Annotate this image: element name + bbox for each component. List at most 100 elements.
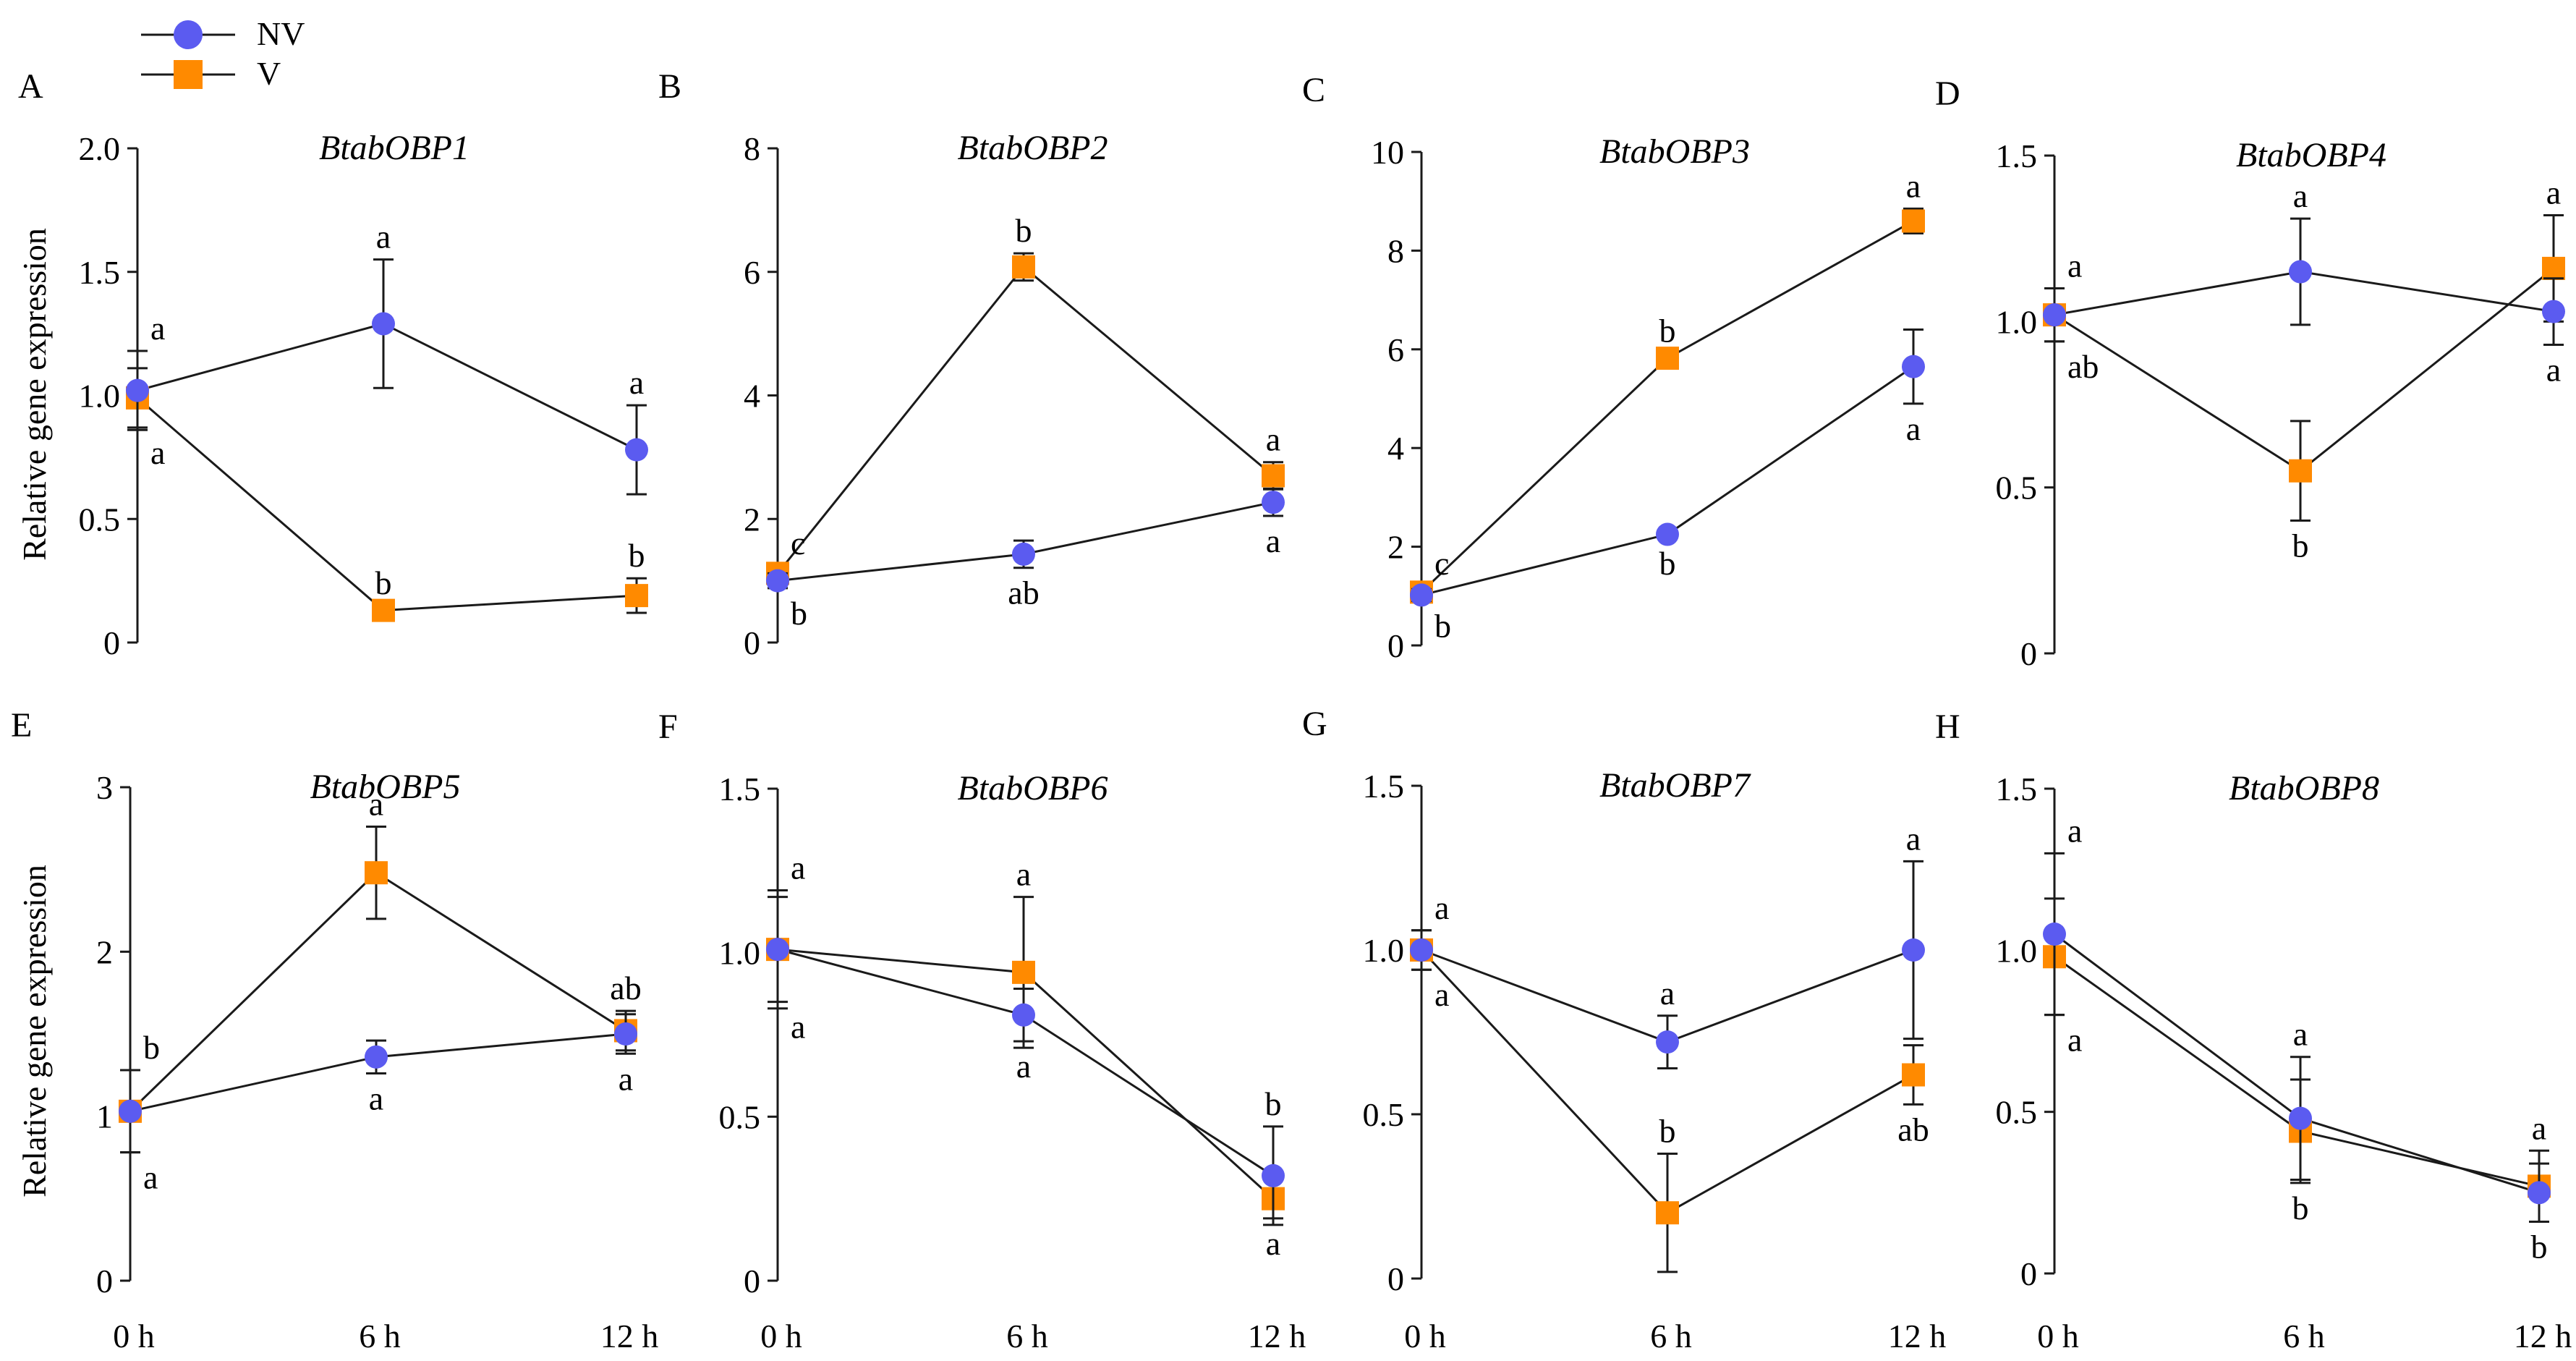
x-tick-label: 12 h	[1888, 1318, 1947, 1354]
x-tick-label: 12 h	[600, 1318, 659, 1354]
y-axis-label-bottom: Relative gene expression	[16, 865, 53, 1197]
x-tick-label: 0 h	[1404, 1318, 1446, 1354]
y-axis-label-top: Relative gene expression	[16, 228, 53, 561]
data-point-v	[1656, 347, 1679, 370]
data-point-nv	[1410, 583, 1433, 607]
x-tick-label: 6 h	[1006, 1318, 1048, 1354]
significance-letter: a	[1906, 167, 1921, 204]
data-point-v	[1902, 209, 1925, 233]
y-tick-label: 3	[96, 769, 113, 806]
panel-a: A BtabOBP1 0 0.5 1.0 1.5 2.0 a a a a b b	[18, 67, 648, 661]
x-tick-label: 6 h	[359, 1318, 401, 1354]
y-tick-label: 0	[1387, 1260, 1404, 1297]
y-tick-label: 0.5	[1363, 1096, 1405, 1133]
x-tick-label: 12 h	[1248, 1318, 1306, 1354]
significance-letter: ab	[1008, 574, 1039, 611]
y-tick-label: 10	[1371, 134, 1404, 171]
y-tick-label: 0.5	[719, 1098, 761, 1135]
y-tick-label: 0.5	[1996, 470, 2038, 506]
significance-letter: a	[369, 786, 383, 823]
y-tick-label: 1.5	[1996, 771, 2038, 807]
y-tick-label: 2.0	[79, 130, 121, 167]
y-tick-label: 2	[96, 933, 113, 970]
series-line-v	[2054, 956, 2540, 1187]
y-tick-label: 8	[1387, 232, 1404, 269]
significance-letter: a	[629, 364, 644, 401]
legend: NV V	[141, 15, 305, 92]
data-point-v	[365, 861, 388, 885]
significance-letter: a	[2067, 1022, 2082, 1059]
data-point-v	[1656, 1201, 1679, 1225]
data-point-nv	[766, 938, 789, 962]
significance-letter: a	[150, 310, 165, 347]
significance-letter: a	[2532, 1109, 2546, 1146]
y-tick-label: 0	[2020, 635, 2037, 672]
y-tick-label: 1	[96, 1098, 113, 1135]
data-point-v	[2289, 459, 2312, 483]
significance-letter: a	[1266, 1225, 1280, 1262]
data-point-nv	[1656, 1030, 1679, 1054]
panel-d: D BtabOBP4 0 0.5 1.0 1.5 a a a ab b a	[1935, 75, 2565, 672]
significance-letter: a	[1906, 820, 1921, 857]
panel-letter: D	[1935, 75, 1960, 113]
y-tick-label: 4	[744, 378, 760, 415]
significance-letter: a	[1434, 976, 1449, 1013]
significance-letter: a	[2067, 812, 2082, 849]
y-tick-label: 0.5	[79, 501, 121, 538]
panel-letter: F	[658, 708, 678, 746]
y-tick-label: 4	[1387, 430, 1404, 467]
data-point-nv	[372, 312, 395, 336]
significance-letter: a	[369, 1080, 383, 1117]
significance-letter: ab	[610, 970, 641, 1006]
significance-letter: a	[1906, 410, 1921, 447]
x-tick-label: 6 h	[1650, 1318, 1692, 1354]
data-point-nv	[2528, 1181, 2551, 1205]
legend-nv-marker	[174, 20, 203, 49]
y-tick-label: 6	[744, 254, 760, 291]
significance-letter: a	[791, 849, 805, 886]
data-point-nv	[2289, 260, 2312, 284]
y-tick-label: 1.5	[719, 771, 761, 807]
panel-letter: H	[1935, 708, 1960, 746]
data-point-nv	[1012, 542, 1035, 566]
significance-letter: a	[2293, 1016, 2308, 1053]
series-line-nv	[2054, 933, 2540, 1194]
data-point-nv	[365, 1045, 388, 1069]
panel-letter: A	[18, 67, 43, 106]
series-line-nv	[137, 322, 637, 451]
y-tick-label: 6	[1387, 331, 1404, 368]
significance-letter: b	[2292, 1190, 2309, 1226]
data-point-nv	[766, 569, 789, 593]
data-point-nv	[2542, 300, 2565, 323]
data-point-v	[1902, 1063, 1925, 1087]
y-tick-label: 0	[1387, 627, 1404, 664]
data-point-nv	[1902, 938, 1925, 962]
panel-title: BtabOBP3	[1599, 132, 1750, 171]
significance-letter: a	[376, 219, 391, 255]
significance-letter: b	[2292, 527, 2309, 564]
x-tick-label: 6 h	[2283, 1318, 2325, 1354]
data-point-nv	[119, 1099, 142, 1123]
data-point-nv	[1012, 1003, 1035, 1027]
x-tick-label: 0 h	[760, 1318, 802, 1354]
significance-letter: ab	[1897, 1111, 1929, 1148]
data-point-nv	[126, 378, 149, 402]
x-tick-label: 0 h	[2037, 1318, 2079, 1354]
series-line-v	[776, 265, 1274, 574]
significance-letter: a	[2546, 174, 2561, 211]
data-point-nv	[614, 1022, 637, 1046]
x-tick-label: 12 h	[2514, 1318, 2572, 1354]
significance-letter: a	[619, 1060, 633, 1097]
y-tick-label: 0	[96, 1263, 113, 1299]
data-point-nv	[1902, 355, 1925, 378]
significance-letter: b	[1659, 1112, 1676, 1149]
x-tick-label: 0 h	[113, 1318, 155, 1354]
panels: ABtabOBP100.51.01.52.0aaaabbBBtabOBP2024…	[11, 67, 2572, 1354]
significance-letter: a	[1660, 975, 1675, 1012]
significance-letter: a	[1016, 1048, 1031, 1085]
significance-letter: a	[1016, 856, 1031, 893]
panel-f: F BtabOBP6 0 0.5 1.0 1.5 0 h 6 h 12 h a a b a a a	[658, 708, 1306, 1354]
